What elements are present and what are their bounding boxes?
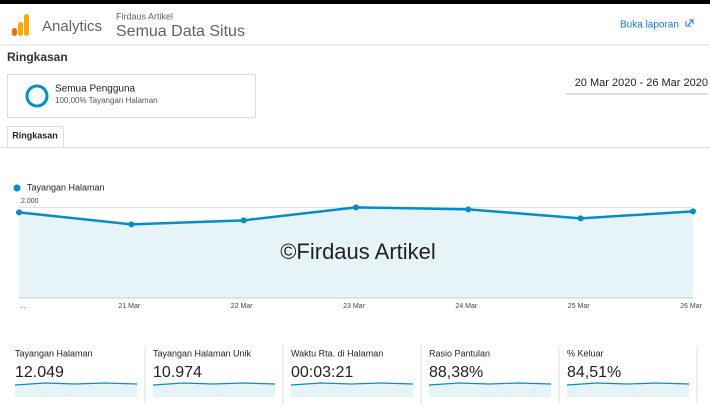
metric-value: 10.974 <box>153 364 202 381</box>
sparkline-line <box>566 382 690 386</box>
open-report-link[interactable]: Buka laporan <box>620 20 679 31</box>
external-icon <box>685 19 694 27</box>
sparkline-line <box>152 382 276 386</box>
x-tick-label: 25 Mar <box>568 303 590 310</box>
point <box>16 209 22 216</box>
area <box>19 207 693 298</box>
sparkline <box>429 383 551 397</box>
x-tick-label: 26 Mar <box>680 303 702 310</box>
segment-name: Semua Pengguna <box>55 84 136 95</box>
sparkline <box>567 383 689 397</box>
metric-label: % Keluar <box>567 348 604 358</box>
sparkline <box>291 383 413 397</box>
x-tick-label: … <box>19 303 26 310</box>
x-tick-label: 24 Mar <box>455 303 477 310</box>
y-tick-label: 2.000 <box>21 198 39 205</box>
section-title: Ringkasan <box>7 50 68 64</box>
point <box>128 221 135 228</box>
sparkline <box>15 383 137 397</box>
metric-label: Waktu Rta. di Halaman <box>291 348 383 358</box>
date-range[interactable]: 20 Mar 2020 - 26 Mar 2020 <box>575 77 708 89</box>
metrics: Tayangan Halaman 12.049 Tayangan Halaman U… <box>14 346 698 404</box>
product-name: Analytics <box>42 18 102 35</box>
metric-label: Tayangan Halaman Unik <box>153 348 252 358</box>
point <box>465 206 472 213</box>
x-tick-label: 21 Mar <box>118 303 140 310</box>
x-tick-label: 23 Mar <box>343 303 365 310</box>
point <box>240 217 247 224</box>
metric-value: 88,38% <box>429 364 483 381</box>
legend-label: Tayangan Halaman <box>27 182 105 192</box>
metric-label: Tayangan Halaman <box>15 348 93 358</box>
metric-label: Rasio Pantulan <box>429 348 490 358</box>
view-name[interactable]: Semua Data Situs <box>116 23 245 40</box>
legend-marker <box>13 184 21 192</box>
segment-detail: 100,00% Tayangan Halaman <box>55 96 158 105</box>
sparkline-line <box>428 382 552 386</box>
tab-label: Ringkasan <box>12 130 58 140</box>
metric-value: 00:03:21 <box>291 364 353 381</box>
logo <box>12 14 29 36</box>
sparkline-line <box>290 382 414 386</box>
watermark: ©Firdaus Artikel <box>280 239 436 264</box>
sparkline-line <box>14 382 138 386</box>
account-name[interactable]: Firdaus Artikel <box>116 11 173 21</box>
top-bar <box>0 0 710 4</box>
segment-icon <box>25 84 49 108</box>
point <box>577 215 584 222</box>
point <box>690 208 696 215</box>
sparkline <box>153 383 275 397</box>
x-tick-label: 22 Mar <box>231 303 253 310</box>
metric-value: 84,51% <box>567 364 621 381</box>
segment-box[interactable] <box>7 74 256 118</box>
metric-value: 12.049 <box>15 364 64 381</box>
point <box>353 204 359 211</box>
